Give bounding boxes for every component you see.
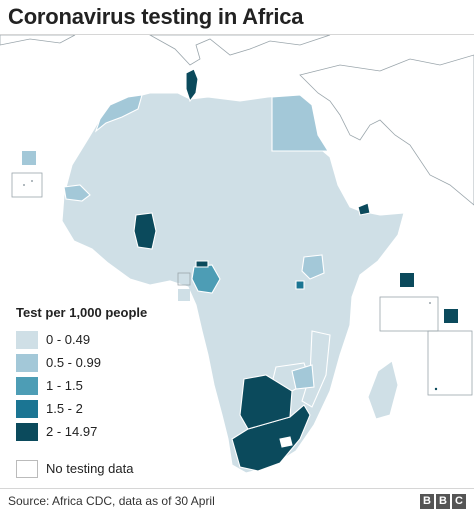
europe-outline bbox=[149, 35, 331, 66]
tunisia bbox=[185, 68, 199, 103]
legend-item: 2 - 14.97 bbox=[16, 420, 196, 443]
source-note: Source: Africa CDC, data as of 30 April bbox=[8, 494, 215, 508]
morocco bbox=[94, 94, 143, 133]
map-title: Coronavirus testing in Africa bbox=[8, 4, 304, 29]
legend-label: No testing data bbox=[46, 461, 134, 476]
lesotho bbox=[279, 436, 293, 448]
madagascar bbox=[367, 360, 399, 420]
legend: Test per 1,000 people 0 - 0.49 0.5 - 0.9… bbox=[16, 305, 196, 480]
map-svg bbox=[0, 35, 474, 474]
uganda bbox=[301, 254, 325, 280]
legend-swatch bbox=[16, 353, 38, 372]
rwanda bbox=[295, 280, 305, 290]
legend-swatch bbox=[16, 422, 38, 441]
legend-item: 1.5 - 2 bbox=[16, 397, 196, 420]
equatorial-guinea bbox=[195, 260, 209, 268]
legend-label: 0.5 - 0.99 bbox=[46, 355, 101, 370]
footer: Source: Africa CDC, data as of 30 April … bbox=[0, 488, 474, 513]
legend-label: 1 - 1.5 bbox=[46, 378, 83, 393]
legend-swatch bbox=[16, 376, 38, 395]
middle-east-outline bbox=[299, 54, 474, 206]
legend-label: 2 - 14.97 bbox=[46, 424, 98, 439]
gabon bbox=[191, 264, 221, 294]
logo-letter: B bbox=[420, 494, 434, 509]
legend-item-nodata: No testing data bbox=[16, 457, 196, 480]
djibouti bbox=[357, 202, 371, 216]
ghana bbox=[133, 212, 157, 250]
legend-swatch bbox=[16, 399, 38, 418]
legend-label: 1.5 - 2 bbox=[46, 401, 83, 416]
namibia bbox=[239, 374, 293, 430]
eswatini bbox=[291, 364, 315, 390]
seychelles-inset bbox=[427, 309, 473, 396]
surrounding-land bbox=[0, 35, 474, 206]
iberia-outline bbox=[0, 35, 76, 46]
africa-map bbox=[0, 34, 474, 489]
cabo-verde-inset bbox=[11, 151, 43, 198]
sao-tome-inset bbox=[177, 272, 191, 301]
countries bbox=[61, 68, 405, 474]
legend-swatch bbox=[16, 330, 38, 349]
legend-label: 0 - 0.49 bbox=[46, 332, 91, 347]
legend-item: 0.5 - 0.99 bbox=[16, 351, 196, 374]
senegal bbox=[63, 184, 91, 202]
legend-swatch-nodata bbox=[16, 459, 38, 478]
legend-title: Test per 1,000 people bbox=[16, 305, 148, 320]
mauritius-inset bbox=[379, 273, 439, 332]
bbc-logo: B B C bbox=[420, 494, 466, 509]
logo-letter: B bbox=[436, 494, 450, 509]
legend-item: 0 - 0.49 bbox=[16, 328, 196, 351]
egypt bbox=[271, 94, 329, 152]
logo-letter: C bbox=[452, 494, 466, 509]
legend-item: 1 - 1.5 bbox=[16, 374, 196, 397]
